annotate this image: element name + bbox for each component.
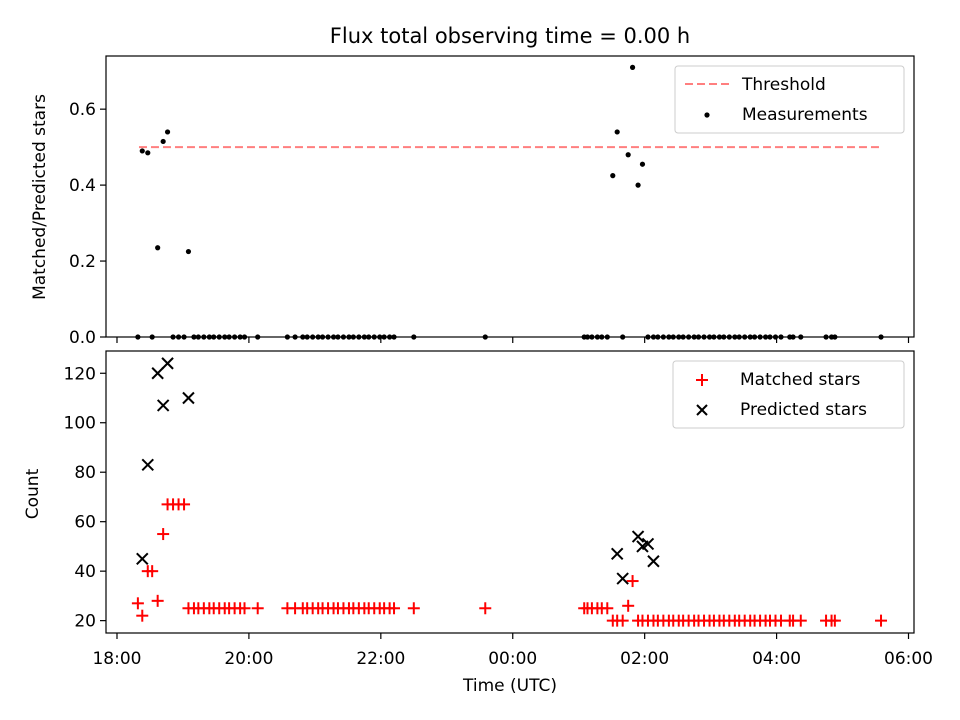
measurement-point bbox=[185, 248, 192, 255]
measurement-point bbox=[635, 182, 641, 188]
x-tick-label: 20:00 bbox=[224, 649, 273, 669]
x-tick-label: 02:00 bbox=[620, 649, 669, 669]
bottom-panel: 20 40 60 80 100 120 18:00 20:00 22:00 00:00 02:00… bbox=[23, 350, 933, 696]
matched-star-point bbox=[407, 602, 420, 615]
x-tick-label: 00:00 bbox=[488, 649, 537, 669]
matched-star-point bbox=[157, 528, 170, 541]
top-panel: 0.0 0.2 0.4 0.6 Matched/Predicted stars Thr… bbox=[30, 55, 915, 348]
measurement-point bbox=[625, 152, 631, 158]
y-tick-label: 80 bbox=[74, 463, 96, 483]
predicted-legend-label: Predicted stars bbox=[740, 400, 867, 420]
measurements-legend-dot-icon bbox=[704, 112, 710, 118]
predicted-star-point bbox=[616, 572, 629, 585]
y-tick-label: 0.0 bbox=[69, 328, 96, 348]
predicted-star-point bbox=[647, 555, 660, 568]
matched-star-point bbox=[875, 614, 888, 627]
threshold-legend-label: Threshold bbox=[741, 75, 826, 95]
predicted-star-point bbox=[641, 537, 655, 551]
predicted-star-point bbox=[610, 547, 624, 561]
top-plot-frame bbox=[105, 55, 915, 338]
predicted-star-point bbox=[136, 552, 149, 565]
y-tick-label: 100 bbox=[64, 414, 96, 434]
matched-star-point bbox=[131, 597, 144, 610]
y-tick-label: 120 bbox=[64, 364, 96, 384]
y-tick-label: 40 bbox=[74, 562, 96, 582]
y-tick-label: 0.6 bbox=[69, 100, 96, 120]
matched-star-point bbox=[479, 602, 492, 615]
predicted-star-point bbox=[182, 391, 195, 405]
y-tick-label: 20 bbox=[74, 612, 96, 632]
matched-legend-plus-icon bbox=[696, 374, 708, 386]
measurement-point bbox=[639, 161, 646, 167]
matched-star-point bbox=[151, 594, 164, 607]
top-y-axis-label: Matched/Predicted stars bbox=[30, 94, 50, 300]
matched-legend-label: Matched stars bbox=[740, 370, 860, 390]
predicted-star-point bbox=[631, 530, 645, 543]
predicted-star-point bbox=[156, 399, 170, 412]
measurement-point bbox=[610, 173, 616, 179]
measurement-point bbox=[145, 150, 151, 156]
matched-star-point bbox=[251, 602, 264, 615]
matched-star-point bbox=[238, 602, 251, 615]
matched-star-point bbox=[828, 614, 841, 627]
matched-star-point bbox=[622, 599, 635, 612]
matched-star-point bbox=[626, 575, 639, 588]
measurements-legend-label: Measurements bbox=[742, 105, 868, 125]
predicted-legend-cross-icon bbox=[696, 404, 708, 416]
matched-star-point bbox=[388, 602, 401, 615]
top-legend: Threshold Measurements bbox=[674, 65, 905, 134]
measurement-point bbox=[160, 138, 166, 145]
top-legend-box bbox=[674, 65, 905, 134]
x-tick-label: 18:00 bbox=[92, 649, 141, 669]
y-tick-label: 0.2 bbox=[69, 252, 96, 272]
predicted-star-point bbox=[161, 357, 174, 370]
matched-star-point bbox=[601, 602, 614, 615]
predicted-star-point bbox=[141, 458, 154, 471]
matched-star-point bbox=[178, 498, 191, 511]
bottom-plot-frame bbox=[105, 350, 915, 634]
matched-star-point bbox=[136, 609, 149, 622]
matched-star-point bbox=[146, 565, 159, 578]
chart-title: Flux total observing time = 0.00 h bbox=[330, 24, 690, 48]
matched-star-point bbox=[616, 614, 629, 627]
measurement-point bbox=[155, 245, 161, 251]
predicted-star-point bbox=[151, 367, 164, 380]
bottom-legend-box bbox=[672, 360, 905, 429]
measurement-point bbox=[164, 129, 171, 135]
measurement-point bbox=[139, 148, 145, 154]
x-tick-label: 22:00 bbox=[356, 649, 405, 669]
measurement-point bbox=[614, 129, 620, 135]
measurement-point bbox=[629, 64, 636, 70]
x-tick-label: 04:00 bbox=[752, 649, 801, 669]
y-tick-label: 60 bbox=[74, 513, 96, 533]
bottom-y-axis-label: Count bbox=[23, 468, 43, 519]
bottom-legend: Matched stars Predicted stars bbox=[672, 360, 905, 429]
x-tick-label: 06:00 bbox=[884, 649, 933, 669]
matched-star-point bbox=[794, 614, 807, 627]
x-axis-label: Time (UTC) bbox=[462, 676, 557, 696]
y-tick-label: 0.4 bbox=[69, 176, 96, 196]
